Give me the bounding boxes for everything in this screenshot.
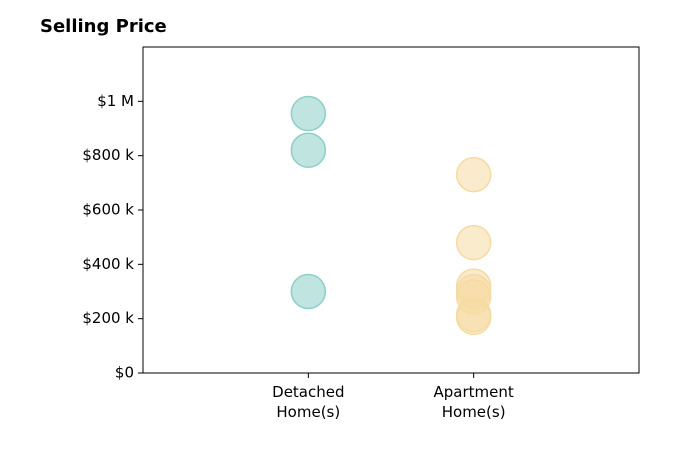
point xyxy=(455,299,492,336)
point xyxy=(290,132,327,168)
plot-frame xyxy=(142,46,640,374)
y-tick-label: $200 k xyxy=(82,309,134,327)
point xyxy=(290,95,327,132)
y-tick-label: $800 k xyxy=(82,146,134,164)
y-tick-label: $600 k xyxy=(82,201,134,219)
point xyxy=(455,156,492,193)
y-tick-label: $0 xyxy=(115,364,134,382)
chart-title: Selling Price xyxy=(40,16,167,37)
y-tick-label: $1 M xyxy=(97,92,134,110)
x-tick-label: Apartment Home(s) xyxy=(433,383,514,421)
x-tick-label: Detached Home(s) xyxy=(272,383,345,421)
point xyxy=(455,224,492,261)
y-tick-label: $400 k xyxy=(82,255,134,273)
point xyxy=(290,273,327,310)
